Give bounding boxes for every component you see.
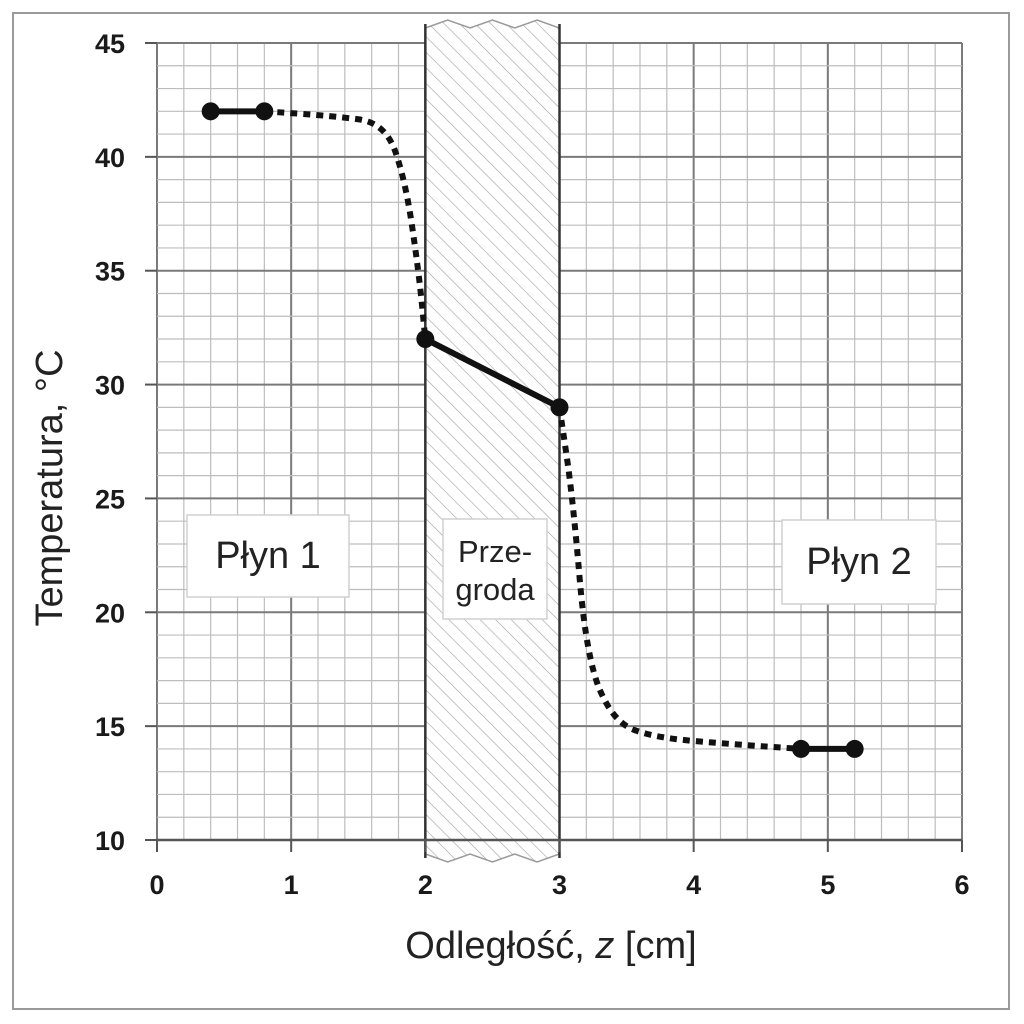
y-tick-label: 20 [95,598,125,628]
y-tick-label: 25 [95,484,125,514]
y-tick-label: 30 [95,371,125,401]
x-tick-label: 5 [820,870,835,900]
wall-hatch [424,19,561,863]
y-axis-title: Temperatura, °C [29,349,71,626]
x-tick-label: 4 [686,870,701,900]
x-tick-label: 1 [284,870,299,900]
solid-series-line [423,336,561,411]
dotted-series-line [556,406,802,752]
fluid-2-label-box [781,519,937,605]
fluid-1-label-box [186,514,350,598]
wall-region [424,19,561,863]
fluid-2-label: Płyn 2 [806,541,912,583]
region-labels: Płyn 1 Prze-groda Płyn 2 [186,514,937,620]
y-tick-label: 35 [95,257,125,287]
data-point [792,739,810,758]
x-tick-label: 3 [552,870,567,900]
y-tick-label: 45 [95,29,125,59]
data-point [201,102,220,121]
wall-label: Prze- [458,534,532,569]
wall-label: groda [455,572,535,607]
data-point [845,739,864,758]
x-axis-title: Odległość, z [cm] [405,925,696,967]
x-tick-label: 0 [149,870,164,900]
y-tick-label: 40 [95,143,125,173]
data-point [416,330,435,349]
data-series [201,102,864,758]
fluid-1-label: Płyn 1 [215,535,321,577]
wall-label-box [442,518,548,620]
dotted-series-line [264,108,429,340]
y-tick-label: 15 [95,712,125,742]
y-tick-label: 10 [95,826,125,856]
x-tick-label: 6 [954,870,969,900]
x-tick-label: 2 [418,870,433,900]
